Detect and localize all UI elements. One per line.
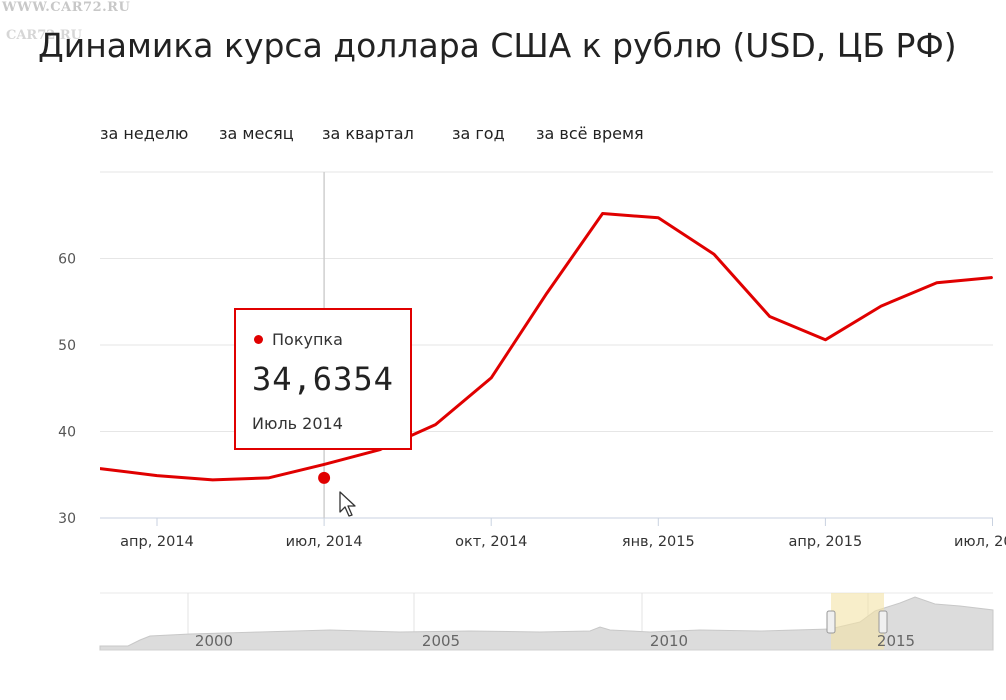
tab-year[interactable]: за год <box>452 124 505 143</box>
tab-all-time[interactable]: за всё время <box>536 124 644 143</box>
tooltip: Покупка 34,6354 Июль 2014 <box>234 308 412 450</box>
tooltip-series-dot <box>254 335 263 344</box>
tab-month[interactable]: за месяц <box>219 124 294 143</box>
navigator-handle[interactable] <box>826 610 836 634</box>
series-point <box>267 477 269 479</box>
tab-week[interactable]: за неделю <box>100 124 189 143</box>
x-tick-label: апр, 2015 <box>789 534 863 550</box>
page-title: Динамика курса доллара США к рублю (USD,… <box>38 26 957 65</box>
navigator-handle[interactable] <box>878 610 888 634</box>
tooltip-date: Июль 2014 <box>252 414 343 433</box>
series-point <box>435 424 436 426</box>
tooltip-series-name: Покупка <box>272 330 343 349</box>
series-point <box>824 339 826 341</box>
series-point <box>100 468 102 470</box>
series-point <box>546 292 548 294</box>
series-line-pokupka <box>100 212 993 482</box>
series-point <box>992 277 993 279</box>
series-point <box>769 315 771 317</box>
series-point <box>602 213 604 215</box>
series-point <box>490 377 492 379</box>
navigator-year-label: 2010 <box>650 632 688 650</box>
series-point <box>323 463 325 465</box>
navigator-selection[interactable] <box>831 593 884 650</box>
series-point <box>156 475 158 477</box>
navigator-year-label: 2005 <box>422 632 460 650</box>
x-tick-label: июл, 2015 <box>954 534 1006 550</box>
navigator-year-label: 2000 <box>195 632 233 650</box>
y-tick-label: 50 <box>58 338 76 354</box>
y-tick-label: 60 <box>58 252 76 268</box>
series-point <box>657 217 659 219</box>
x-tick-label: апр, 2014 <box>120 534 194 550</box>
watermark-logo: CAR72.RU <box>6 28 82 43</box>
navigator[interactable]: 2000 2005 2010 2015 <box>99 592 994 651</box>
x-tick-label: янв, 2015 <box>622 534 695 550</box>
navigator-year-label: 2015 <box>877 632 915 650</box>
x-tick-label: июл, 2014 <box>286 534 363 550</box>
series-point <box>713 253 715 255</box>
y-tick-label: 30 <box>58 511 76 527</box>
tab-quarter[interactable]: за квартал <box>322 124 414 143</box>
x-tick-label: окт, 2014 <box>455 534 527 550</box>
mouse-cursor-icon <box>339 491 356 517</box>
highlight-point[interactable] <box>318 471 331 484</box>
y-tick-label: 40 <box>58 425 76 441</box>
series-point <box>212 479 214 481</box>
navigator-series-area <box>99 596 994 651</box>
tooltip-value: 34,6354 <box>252 360 394 398</box>
watermark: WWW.CAR72.RU <box>2 0 131 15</box>
series-point <box>936 282 938 284</box>
series-point <box>880 305 882 307</box>
